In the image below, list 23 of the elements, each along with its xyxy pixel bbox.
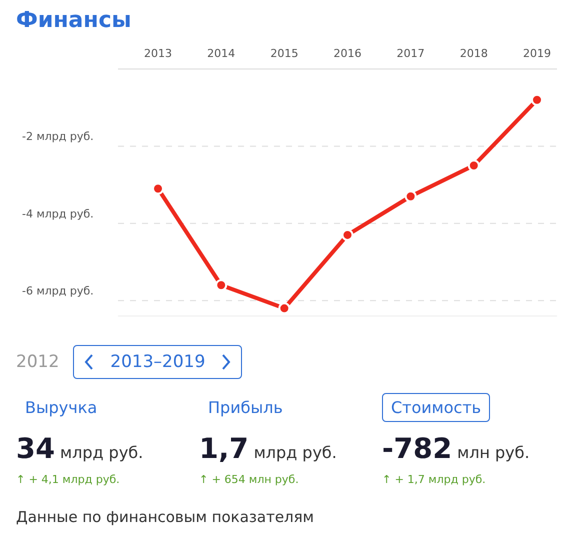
y-tick-label: -6 млрд руб. [22,284,94,298]
text: ↑ + 4,1 млрд руб. [16,473,121,486]
text: Данные по финансовым показателям [16,508,315,526]
x-tick-label: 2018 [460,47,488,60]
text: ↑ + 654 млн руб. [199,473,300,486]
x-tick-label: 2019 [523,47,551,60]
text: -782 млн руб. [382,432,530,465]
x-tick-label: 2015 [270,47,298,60]
text: 2012 [16,352,60,372]
text: Выручка [24,397,98,419]
chart-title: Финансы [16,8,132,33]
text: Прибыль [207,397,284,419]
x-tick-label: 2013 [144,47,172,60]
y-tick-label: -2 млрд руб. [22,130,94,144]
x-tick-label: 2017 [396,47,425,60]
y-tick-label: -4 млрд руб. [22,207,94,220]
text: 34 млрд руб. [16,432,144,465]
text: ↑ + 1,7 млрд руб. [382,473,487,486]
text: 2013–2019 [110,352,206,372]
text: Стоимость [382,393,490,422]
x-tick-label: 2014 [207,47,236,60]
x-tick-label: 2016 [334,47,362,60]
text: 1,7 млрд руб. [199,432,337,465]
